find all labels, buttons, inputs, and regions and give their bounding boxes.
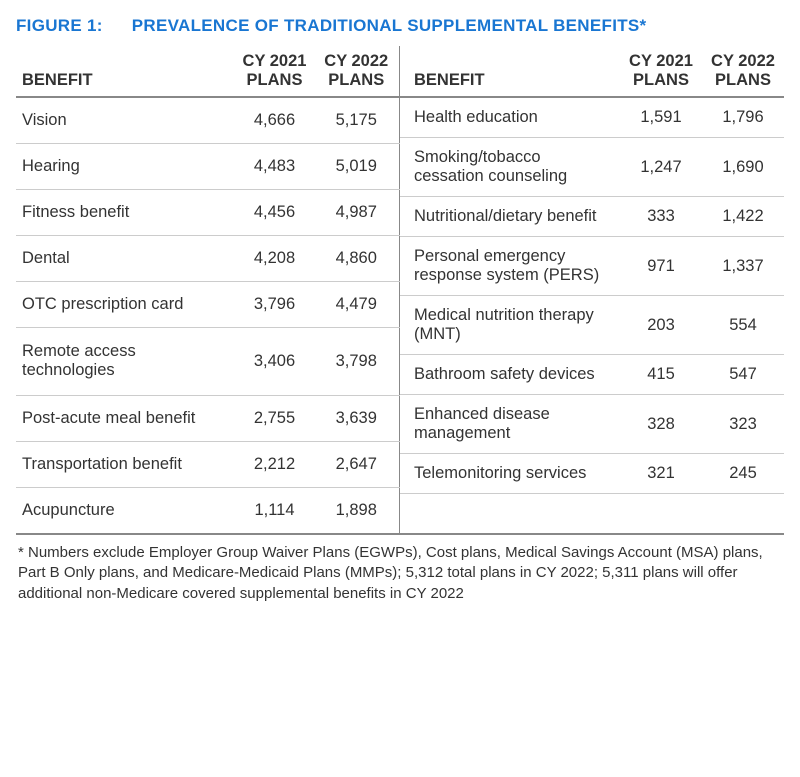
- cell-benefit: Dental: [16, 236, 236, 282]
- cell-cy2021: 2,755: [236, 395, 318, 441]
- table-row: Telemonitoring services321245: [400, 454, 784, 494]
- col-cy2022: CY 2022 PLANS: [702, 46, 784, 97]
- cell-cy2022: 323: [702, 395, 784, 454]
- cell-cy2021: 321: [620, 454, 702, 494]
- cell-cy2021: 4,666: [236, 97, 318, 144]
- table-row: OTC prescription card3,7964,479: [16, 282, 400, 328]
- table-row: Post-acute meal benefit2,7553,639: [16, 395, 400, 441]
- table-header-row: BENEFIT CY 2021 PLANS CY 2022 PLANS: [400, 46, 784, 97]
- table-row: Remote access technologies3,4063,798: [16, 328, 400, 396]
- table-row: [400, 494, 784, 535]
- cell-cy2021: 4,208: [236, 236, 318, 282]
- col-cy2022: CY 2022 PLANS: [318, 46, 400, 97]
- table-row: Medical nutrition therapy (MNT)203554: [400, 296, 784, 355]
- cell-cy2021: 3,406: [236, 328, 318, 396]
- cell-cy2022: 2,647: [318, 441, 400, 487]
- cell-cy2021: 1,247: [620, 138, 702, 197]
- cell-cy2021: 1,591: [620, 97, 702, 138]
- cell-benefit: Fitness benefit: [16, 190, 236, 236]
- table-row: Personal emergency response system (PERS…: [400, 237, 784, 296]
- cell-benefit: Transportation benefit: [16, 441, 236, 487]
- cell-cy2021: 4,456: [236, 190, 318, 236]
- cell-benefit: OTC prescription card: [16, 282, 236, 328]
- cell-cy2022: 1,796: [702, 97, 784, 138]
- figure-title: FIGURE 1: PREVALENCE OF TRADITIONAL SUPP…: [16, 16, 784, 36]
- cell-benefit: Smoking/tobacco cessation counseling: [400, 138, 620, 197]
- cell-cy2022: 5,019: [318, 144, 400, 190]
- cell-cy2021: 333: [620, 197, 702, 237]
- table-row: Transportation benefit2,2122,647: [16, 441, 400, 487]
- cell-benefit: Personal emergency response system (PERS…: [400, 237, 620, 296]
- cell-cy2022: 3,639: [318, 395, 400, 441]
- cell-cy2022: 1,337: [702, 237, 784, 296]
- table-row: Nutritional/dietary benefit3331,422: [400, 197, 784, 237]
- footnote: * Numbers exclude Employer Group Waiver …: [16, 543, 784, 604]
- table-row: Hearing4,4835,019: [16, 144, 400, 190]
- cell-cy2021: [620, 494, 702, 535]
- table-row: Dental4,2084,860: [16, 236, 400, 282]
- table-row: Smoking/tobacco cessation counseling1,24…: [400, 138, 784, 197]
- table-row: Bathroom safety devices415547: [400, 355, 784, 395]
- cell-cy2022: 1,422: [702, 197, 784, 237]
- cell-cy2021: 328: [620, 395, 702, 454]
- col-benefit: BENEFIT: [400, 46, 620, 97]
- cell-cy2021: 203: [620, 296, 702, 355]
- table-row: Fitness benefit4,4564,987: [16, 190, 400, 236]
- cell-cy2022: 5,175: [318, 97, 400, 144]
- cell-benefit: [400, 494, 620, 535]
- benefits-table-right: BENEFIT CY 2021 PLANS CY 2022 PLANS Heal…: [400, 46, 784, 535]
- cell-cy2022: 4,860: [318, 236, 400, 282]
- cell-cy2021: 3,796: [236, 282, 318, 328]
- cell-benefit: Acupuncture: [16, 487, 236, 534]
- cell-cy2022: 3,798: [318, 328, 400, 396]
- cell-benefit: Bathroom safety devices: [400, 355, 620, 395]
- cell-cy2022: 4,479: [318, 282, 400, 328]
- cell-benefit: Health education: [400, 97, 620, 138]
- table-row: Acupuncture1,1141,898: [16, 487, 400, 534]
- cell-benefit: Telemonitoring services: [400, 454, 620, 494]
- table-header-row: BENEFIT CY 2021 PLANS CY 2022 PLANS: [16, 46, 400, 97]
- cell-cy2022: [702, 494, 784, 535]
- cell-cy2022: 1,690: [702, 138, 784, 197]
- col-cy2021: CY 2021 PLANS: [236, 46, 318, 97]
- cell-benefit: Post-acute meal benefit: [16, 395, 236, 441]
- cell-cy2022: 245: [702, 454, 784, 494]
- figure-title-text: PREVALENCE OF TRADITIONAL SUPPLEMENTAL B…: [132, 16, 647, 35]
- cell-cy2022: 547: [702, 355, 784, 395]
- table-container: BENEFIT CY 2021 PLANS CY 2022 PLANS Visi…: [16, 46, 784, 535]
- col-benefit: BENEFIT: [16, 46, 236, 97]
- cell-cy2021: 415: [620, 355, 702, 395]
- cell-benefit: Medical nutrition therapy (MNT): [400, 296, 620, 355]
- cell-cy2021: 2,212: [236, 441, 318, 487]
- cell-cy2021: 4,483: [236, 144, 318, 190]
- col-cy2021: CY 2021 PLANS: [620, 46, 702, 97]
- table-row: Enhanced disease management328323: [400, 395, 784, 454]
- cell-benefit: Vision: [16, 97, 236, 144]
- cell-benefit: Enhanced disease management: [400, 395, 620, 454]
- table-row: Health education1,5911,796: [400, 97, 784, 138]
- cell-benefit: Nutritional/dietary benefit: [400, 197, 620, 237]
- cell-cy2022: 1,898: [318, 487, 400, 534]
- table-row: Vision4,6665,175: [16, 97, 400, 144]
- cell-benefit: Remote access technologies: [16, 328, 236, 396]
- benefits-table-left: BENEFIT CY 2021 PLANS CY 2022 PLANS Visi…: [16, 46, 400, 535]
- cell-cy2021: 971: [620, 237, 702, 296]
- figure-label: FIGURE 1:: [16, 16, 103, 35]
- cell-benefit: Hearing: [16, 144, 236, 190]
- cell-cy2021: 1,114: [236, 487, 318, 534]
- cell-cy2022: 554: [702, 296, 784, 355]
- cell-cy2022: 4,987: [318, 190, 400, 236]
